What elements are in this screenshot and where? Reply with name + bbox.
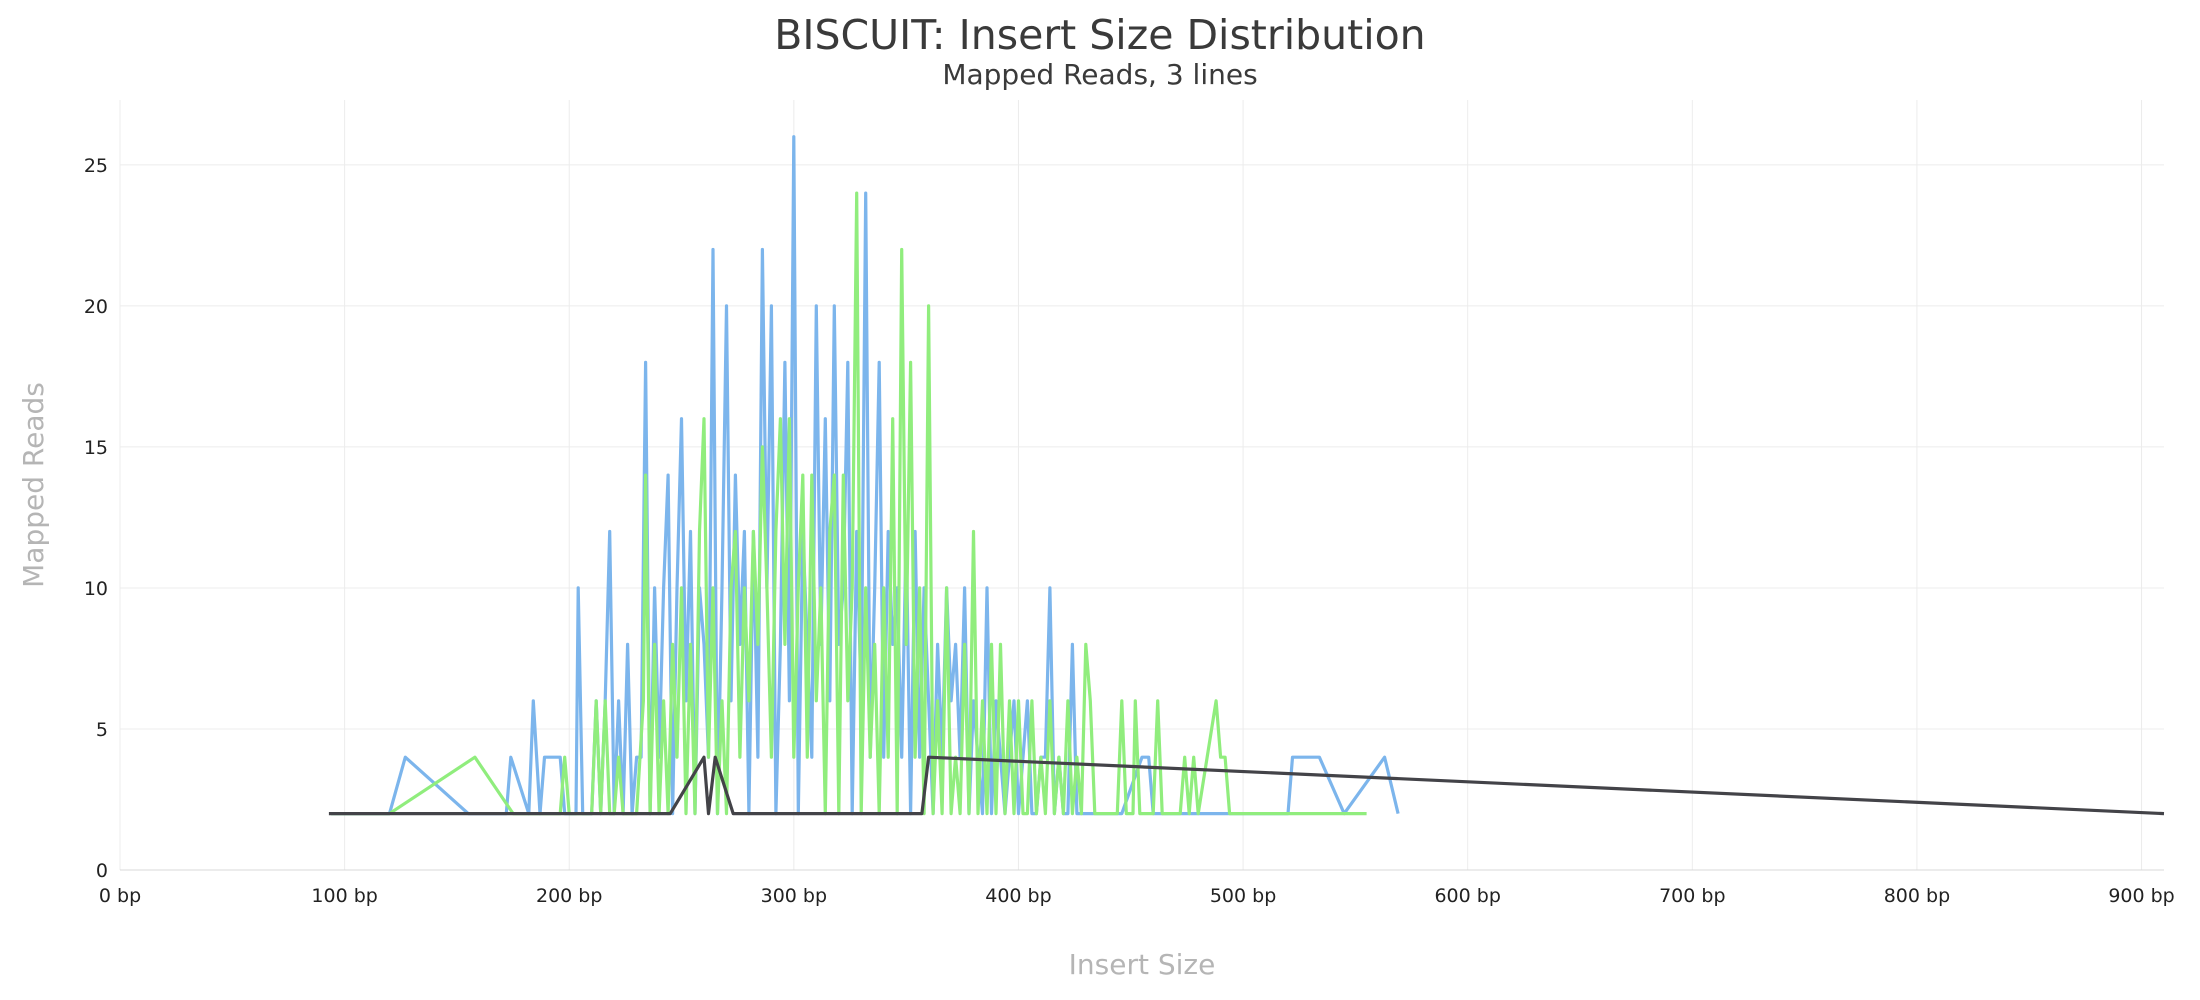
y-tick-label: 0 xyxy=(96,860,108,882)
x-tick-label: 400 bp xyxy=(985,885,1051,907)
y-axis-label: Mapped Reads xyxy=(17,382,50,588)
y-tick-label: 15 xyxy=(84,437,108,459)
series-line-3 xyxy=(328,755,2165,816)
y-tick-label: 5 xyxy=(96,719,108,741)
series-line-1 xyxy=(331,135,1400,816)
series-line-2 xyxy=(331,191,1367,816)
grid-layer xyxy=(119,100,2164,871)
x-tick-label: 600 bp xyxy=(1434,885,1500,907)
x-tick-label: 0 bp xyxy=(99,885,141,907)
x-tick-label: 800 bp xyxy=(1884,885,1950,907)
chart-subtitle: Mapped Reads, 3 lines xyxy=(942,58,1257,91)
series-layer xyxy=(328,135,2165,816)
y-tick-label: 10 xyxy=(84,578,108,600)
x-tick-label: 500 bp xyxy=(1210,885,1276,907)
x-tick-label: 200 bp xyxy=(536,885,602,907)
tick-layer: 0 bp 100 bp 200 bp 300 bp 400 bp 500 bp 600 bp… xyxy=(84,155,2175,907)
x-tick-label: 900 bp xyxy=(2108,885,2174,907)
chart-title: BISCUIT: Insert Size Distribution xyxy=(774,11,1425,59)
x-tick-label: 700 bp xyxy=(1659,885,1725,907)
y-tick-label: 25 xyxy=(84,155,108,177)
y-tick-label: 20 xyxy=(84,296,108,318)
x-tick-label: 300 bp xyxy=(761,885,827,907)
x-axis-label: Insert Size xyxy=(1069,948,1216,981)
x-tick-label: 100 bp xyxy=(311,885,377,907)
